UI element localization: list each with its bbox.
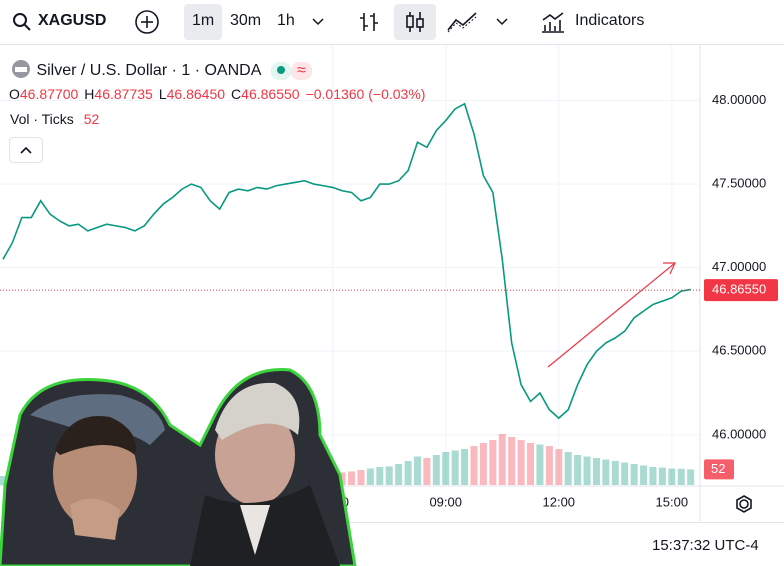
add-symbol[interactable] bbox=[134, 9, 160, 35]
volume-bar bbox=[583, 456, 591, 485]
ohlc-value: 46.86450 bbox=[166, 86, 226, 102]
volume-bar bbox=[611, 461, 619, 485]
volume-bar bbox=[451, 450, 459, 485]
volume-bar bbox=[517, 440, 525, 485]
volume-bar bbox=[640, 465, 648, 485]
market-status bbox=[270, 62, 291, 80]
y-tick-label: 46.00000 bbox=[712, 426, 766, 441]
volume-bar bbox=[498, 434, 506, 485]
y-tick-label: 46.50000 bbox=[712, 343, 766, 358]
volume-bar bbox=[395, 464, 403, 485]
x-tick-label: 15:00 bbox=[656, 494, 689, 509]
volume-legend: Vol · Ticks 52 bbox=[10, 111, 99, 127]
last-price-label: 46.86550 bbox=[712, 282, 766, 297]
interval[interactable]: 1h bbox=[277, 12, 295, 29]
volume-tag bbox=[704, 459, 734, 480]
candles-icon[interactable] bbox=[402, 10, 428, 34]
interval-active-bg bbox=[184, 4, 222, 40]
area-icon[interactable] bbox=[446, 10, 480, 34]
volume-bar bbox=[564, 452, 572, 485]
volume-bar bbox=[366, 468, 374, 485]
volume-bar bbox=[649, 467, 657, 485]
ohlc-value: 46.87700 bbox=[19, 86, 79, 102]
volume-bar bbox=[545, 446, 553, 485]
volume-title: Vol · Ticks bbox=[10, 111, 74, 127]
ohlc-value: 46.86550 bbox=[241, 86, 300, 102]
volume-bar bbox=[376, 467, 384, 485]
volume-bar bbox=[574, 455, 582, 485]
volume-bar bbox=[527, 443, 535, 485]
legend-title: Silver / U.S. Dollar · 1 · OANDA ≈ bbox=[10, 60, 312, 80]
volume-bar bbox=[621, 462, 629, 485]
footer-border bbox=[0, 522, 784, 523]
volume-bar bbox=[687, 469, 695, 485]
volume-bar bbox=[630, 464, 638, 485]
dropdown[interactable] bbox=[310, 14, 326, 30]
volume-bar bbox=[442, 452, 450, 485]
indicators[interactable]: Indicators bbox=[575, 12, 645, 29]
delayed-badge: ≈ bbox=[290, 62, 312, 80]
x-tick-label: 09:00 bbox=[429, 494, 462, 509]
volume-bar bbox=[357, 470, 365, 485]
volume-bar bbox=[432, 455, 440, 485]
price-line bbox=[2, 102, 691, 420]
volume-bar bbox=[489, 440, 497, 485]
change: −0.01360 (−0.03%) bbox=[305, 86, 426, 102]
volume-bar bbox=[470, 446, 478, 485]
volume-bar bbox=[602, 459, 610, 485]
ohlc-key: L bbox=[158, 86, 167, 102]
volume-bar bbox=[658, 467, 666, 485]
volume-bar bbox=[668, 468, 676, 485]
volume-value: 52 bbox=[83, 111, 100, 127]
silver-icon bbox=[12, 60, 30, 78]
volume-bar bbox=[555, 449, 563, 485]
toolbar: XAGUSD 1m 30m 1h Indicators bbox=[0, 0, 784, 45]
last-price-tag bbox=[704, 279, 778, 302]
volume-bar bbox=[461, 449, 469, 485]
instrument: Silver / U.S. Dollar · 1 · OANDA bbox=[36, 62, 261, 79]
ohlc-key: H bbox=[84, 86, 95, 102]
volume-bar bbox=[592, 458, 600, 485]
volume-bar bbox=[0, 476, 7, 485]
volume-bar bbox=[348, 471, 356, 485]
volume-bar bbox=[385, 466, 393, 485]
y-tick-label: 47.00000 bbox=[712, 259, 766, 274]
interval[interactable]: 1m bbox=[192, 12, 215, 29]
symbol[interactable]: XAGUSD bbox=[38, 12, 107, 29]
volume-bar bbox=[423, 458, 431, 485]
settings-icon[interactable] bbox=[734, 494, 754, 514]
volume-tag-label: 52 bbox=[711, 461, 725, 476]
search-icon[interactable] bbox=[12, 12, 32, 32]
y-tick-label: 48.00000 bbox=[712, 92, 766, 107]
y-tick-label: 47.50000 bbox=[712, 176, 766, 191]
volume-bar bbox=[479, 443, 487, 485]
chart-style-active-bg bbox=[394, 4, 436, 40]
trend-arrow bbox=[547, 262, 676, 368]
volume-bar bbox=[677, 468, 685, 485]
bars-icon[interactable] bbox=[356, 10, 382, 34]
clock: 15:37:32 UTC-4 bbox=[652, 537, 759, 554]
volume-bar bbox=[413, 456, 421, 485]
x-tick-label: 12:00 bbox=[543, 494, 576, 509]
volume-bar bbox=[508, 437, 516, 485]
dropdown[interactable] bbox=[494, 14, 510, 30]
collapse-button[interactable] bbox=[9, 137, 43, 163]
photo-overlay bbox=[0, 368, 357, 566]
ohlc-value: 46.87735 bbox=[94, 86, 153, 102]
indicators-icon[interactable] bbox=[540, 10, 566, 34]
volume-bar bbox=[536, 444, 544, 485]
ohlc-key: C bbox=[231, 86, 242, 102]
volume-bar bbox=[404, 461, 412, 485]
ohlc-key: O bbox=[9, 86, 20, 102]
interval[interactable]: 30m bbox=[230, 12, 262, 29]
ohlc-row: O46.87700 H46.87735 L46.86450 C46.86550 −0.0… bbox=[9, 86, 425, 102]
